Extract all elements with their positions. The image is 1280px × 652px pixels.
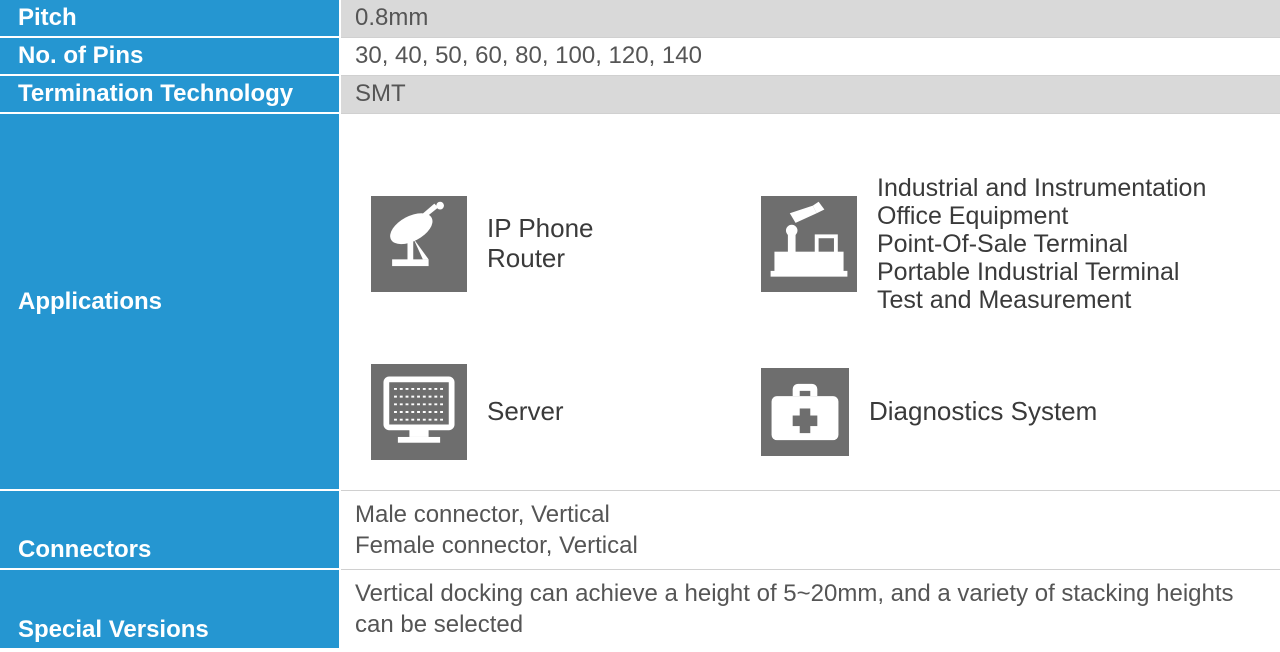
app-server-text: Server	[487, 397, 564, 426]
label-pins: No. of Pins	[0, 37, 340, 75]
app-industrial-line4: Portable Industrial Terminal	[877, 258, 1206, 286]
row-connectors: Connectors Male connector, Vertical Fema…	[0, 490, 1280, 569]
satellite-dish-icon	[371, 196, 467, 292]
spec-table: Pitch 0.8mm No. of Pins 30, 40, 50, 60, …	[0, 0, 1280, 648]
row-pins: No. of Pins 30, 40, 50, 60, 80, 100, 120…	[0, 37, 1280, 75]
row-applications: Applications	[0, 113, 1280, 490]
connectors-line2: Female connector, Vertical	[355, 530, 1266, 561]
applications-grid: IP Phone Router	[371, 174, 1260, 460]
row-pitch: Pitch 0.8mm	[0, 0, 1280, 37]
robot-arm-icon	[761, 196, 857, 292]
app-diagnostics: Diagnostics System	[761, 368, 1260, 456]
connectors-line1: Male connector, Vertical	[355, 499, 1266, 530]
app-ip-phone-line2: Router	[487, 244, 594, 273]
app-ip-phone: IP Phone Router	[371, 196, 741, 292]
app-industrial-text: Industrial and Instrumentation Office Eq…	[877, 174, 1206, 314]
app-ip-phone-line1: IP Phone	[487, 214, 594, 243]
label-pitch: Pitch	[0, 0, 340, 37]
row-special: Special Versions Vertical docking can ac…	[0, 569, 1280, 648]
row-termination: Termination Technology SMT	[0, 75, 1280, 113]
value-pins: 30, 40, 50, 60, 80, 100, 120, 140	[340, 37, 1280, 75]
label-termination: Termination Technology	[0, 75, 340, 113]
applications-cell: IP Phone Router	[340, 113, 1280, 490]
app-ip-phone-text: IP Phone Router	[487, 214, 594, 272]
app-server: Server	[371, 364, 741, 460]
app-industrial-line1: Industrial and Instrumentation	[877, 174, 1206, 202]
value-connectors: Male connector, Vertical Female connecto…	[340, 490, 1280, 569]
app-industrial-line2: Office Equipment	[877, 202, 1206, 230]
app-industrial-line3: Point-Of-Sale Terminal	[877, 230, 1206, 258]
label-applications: Applications	[0, 113, 340, 490]
value-pitch: 0.8mm	[340, 0, 1280, 37]
value-special: Vertical docking can achieve a height of…	[340, 569, 1280, 648]
value-termination: SMT	[340, 75, 1280, 113]
label-connectors: Connectors	[0, 490, 340, 569]
app-diagnostics-text: Diagnostics System	[869, 397, 1097, 426]
app-industrial: Industrial and Instrumentation Office Eq…	[761, 174, 1260, 314]
server-monitor-icon	[371, 364, 467, 460]
medical-bag-icon	[761, 368, 849, 456]
label-special: Special Versions	[0, 569, 340, 648]
app-industrial-line5: Test and Measurement	[877, 286, 1206, 314]
